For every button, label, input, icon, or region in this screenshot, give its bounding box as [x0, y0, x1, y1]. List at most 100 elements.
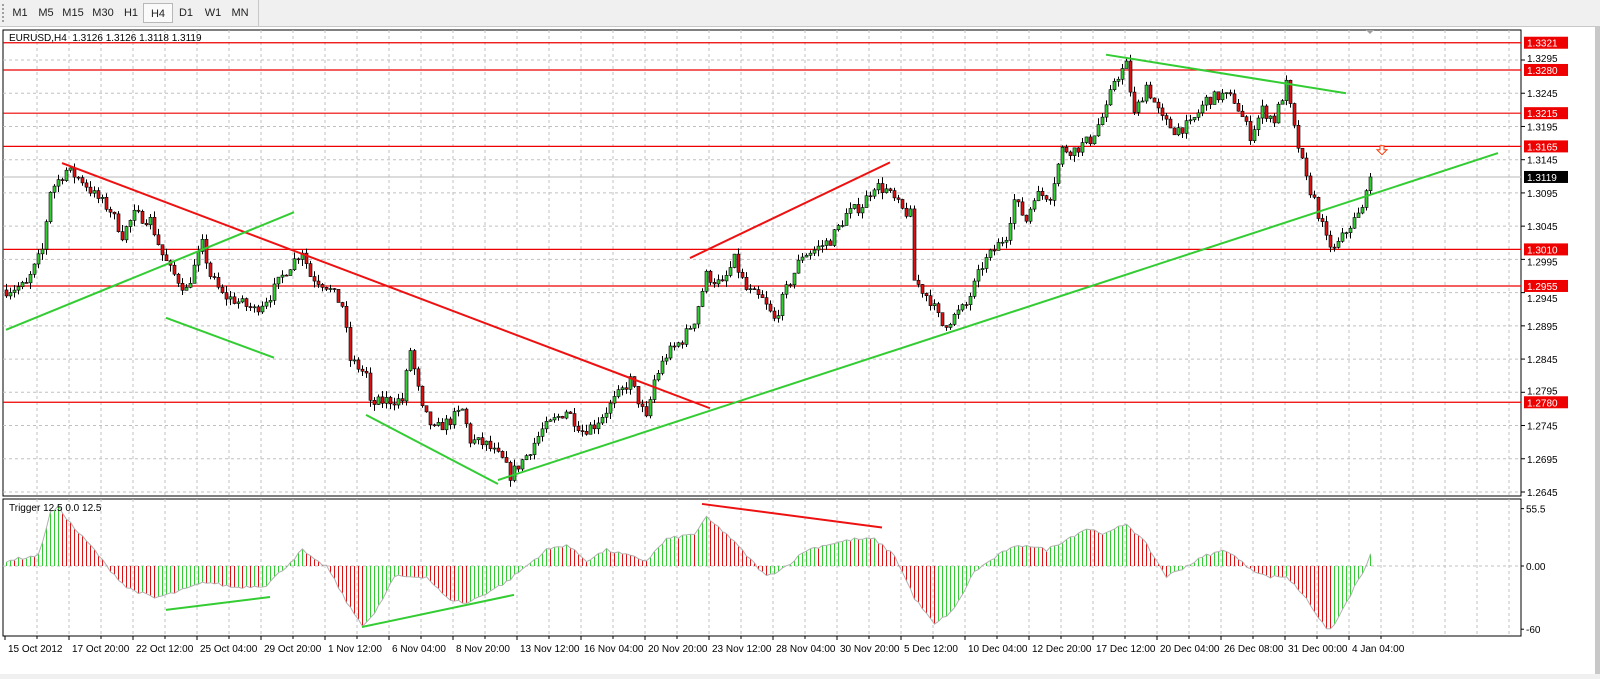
bear-candle: [84, 182, 89, 188]
timeframe-h4[interactable]: H4: [143, 3, 173, 23]
time-label: 15 Oct 2012: [8, 644, 63, 655]
timeframe-m5[interactable]: M5: [38, 7, 54, 19]
bear-candle: [432, 424, 437, 427]
bull-candle: [932, 303, 937, 306]
bear-candle: [1324, 221, 1329, 236]
bear-candle: [1292, 103, 1297, 126]
chart-window[interactable]: 1.3295 1.3245 1.3195 1.3145 1.3095 1.3045 1.29…: [0, 27, 1600, 674]
bear-candle: [920, 284, 925, 294]
bear-candle: [1248, 121, 1253, 141]
bear-candle: [348, 327, 353, 361]
bull-candle: [1256, 117, 1261, 130]
bear-candle: [448, 418, 453, 425]
bull-candle: [1008, 223, 1013, 241]
bear-candle: [1180, 127, 1185, 134]
time-label: 22 Oct 12:00: [136, 644, 194, 655]
bull-candle: [184, 287, 189, 291]
bear-candle: [388, 397, 393, 405]
bear-candle: [1304, 157, 1309, 177]
bull-candle: [1364, 190, 1369, 208]
bull-candle: [148, 216, 153, 226]
bear-candle: [216, 277, 221, 288]
bear-candle: [428, 411, 433, 426]
bull-candle: [860, 207, 865, 214]
bull-candle: [556, 416, 561, 418]
bull-candle: [952, 314, 957, 325]
bull-candle: [836, 225, 841, 231]
bear-candle: [1152, 97, 1157, 103]
bear-candle: [1044, 195, 1049, 200]
bull-candle: [1036, 191, 1041, 202]
bull-candle: [352, 359, 357, 362]
bull-candle: [48, 191, 53, 222]
timeframe-h1[interactable]: H1: [123, 7, 139, 19]
bull-candle: [824, 240, 829, 246]
bull-candle: [404, 370, 409, 402]
timeframe-m15[interactable]: M15: [62, 7, 84, 19]
bull-candle: [1140, 100, 1145, 103]
bear-candle: [104, 196, 109, 210]
bull-candle: [1104, 104, 1109, 118]
bear-candle: [144, 223, 149, 226]
time-label: 20 Dec 04:00: [1160, 644, 1220, 655]
bear-candle: [1272, 115, 1277, 124]
bear-candle: [756, 289, 761, 295]
bear-candle: [1216, 91, 1221, 101]
timeframe-w1[interactable]: W1: [204, 7, 222, 19]
vertical-scrollbar[interactable]: [1595, 27, 1600, 674]
bull-candle: [260, 305, 265, 313]
candles: [4, 54, 1373, 487]
price-tick-label: 1.2695: [1527, 455, 1558, 466]
timeframe-m1[interactable]: M1: [12, 7, 28, 19]
bear-candle: [888, 188, 893, 191]
time-label: 1 Nov 12:00: [328, 644, 382, 655]
bull-candle: [1196, 112, 1201, 118]
bull-candle: [564, 411, 569, 419]
bear-candle: [496, 447, 501, 452]
bull-candle: [1012, 199, 1017, 224]
bear-candle: [636, 386, 641, 405]
bear-candle: [1312, 194, 1317, 198]
bear-candle: [160, 244, 165, 256]
red-trendline: [689, 161, 891, 259]
price-chart[interactable]: 1.3295 1.3245 1.3195 1.3145 1.3095 1.3045 1.29…: [0, 27, 1600, 674]
bear-candle: [1240, 110, 1245, 118]
bear-candle: [508, 462, 513, 481]
bear-candle: [1076, 147, 1081, 153]
bear-candle: [708, 270, 713, 283]
price-tick-label: 1.3145: [1527, 156, 1558, 167]
bear-candle: [1016, 199, 1021, 203]
bull-candle: [1200, 104, 1205, 114]
bear-candle: [152, 216, 157, 236]
timeframe-m30[interactable]: M30: [92, 7, 114, 19]
bull-candle: [852, 204, 857, 209]
bull-candle: [1028, 208, 1033, 222]
bull-candle: [288, 269, 293, 276]
bull-candle: [16, 286, 21, 291]
bull-candle: [1056, 163, 1061, 184]
bull-candle: [1116, 78, 1121, 82]
bull-candle: [808, 252, 813, 256]
toolbar-grip[interactable]: [2, 4, 6, 22]
price-tick-label: 1.3295: [1527, 54, 1558, 65]
bear-candle: [1264, 105, 1269, 119]
bull-candle: [848, 208, 853, 214]
timeframe-d1[interactable]: D1: [178, 7, 194, 19]
bull-candle: [1084, 136, 1089, 143]
bear-candle: [1160, 107, 1165, 116]
bull-candle: [704, 270, 709, 292]
price-tick-label: 1.2795: [1527, 386, 1558, 397]
bear-candle: [944, 325, 949, 328]
bull-candle: [1352, 217, 1357, 229]
chart-header-label: EURUSD,H4 1.3126 1.3126 1.3118 1.3119: [9, 33, 202, 44]
bear-candle: [1128, 60, 1133, 93]
bear-candle: [924, 293, 929, 297]
indicator-tick-label: 55.5: [1526, 505, 1546, 516]
bear-candle: [1024, 214, 1029, 222]
bull-candle: [512, 465, 517, 481]
bull-candle: [192, 264, 197, 284]
bull-candle: [1000, 241, 1005, 244]
bull-candle: [1080, 142, 1085, 153]
timeframe-mn[interactable]: MN: [231, 7, 249, 19]
bear-candle: [892, 190, 897, 199]
